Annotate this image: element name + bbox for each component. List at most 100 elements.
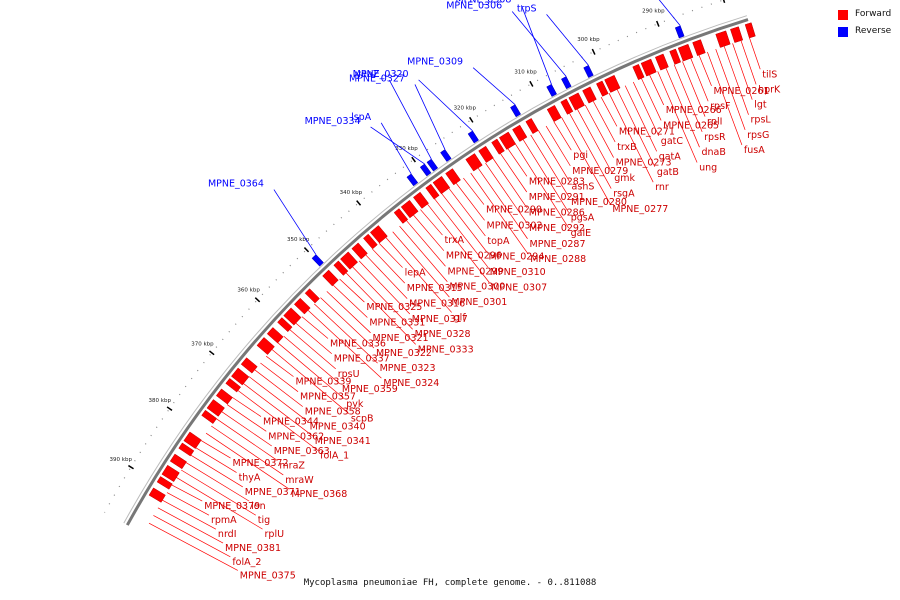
forward-gene-label: MPNE_0315 [407, 283, 463, 294]
forward-gene-block [560, 98, 574, 115]
reverse-label: Reverse [855, 26, 892, 36]
forward-gene-leader [271, 349, 350, 414]
forward-gene-label: rnr [655, 182, 669, 193]
tick-mark [303, 247, 310, 253]
reverse-gene-block [510, 104, 522, 118]
forward-gene-label: MPNE_0381 [225, 543, 281, 554]
forward-gene-label: tig [258, 515, 270, 526]
forward-gene-label: folA_2 [232, 557, 261, 568]
reverse-gene-label: yeaZ [356, 69, 380, 80]
forward-gene-label: fusA [744, 145, 765, 156]
reverse-gene-leader [388, 79, 432, 160]
forward-gene-leader [455, 182, 485, 221]
forward-gene-leader [166, 492, 210, 516]
forward-gene-block [206, 399, 225, 417]
forward-gene-leader [148, 522, 238, 571]
forward-gene-block [240, 357, 258, 374]
forward-gene-leader [608, 93, 654, 183]
forward-gene-leader [358, 260, 411, 315]
reverse-gene-block [311, 254, 324, 267]
forward-gene-label: MPNE_0328 [415, 329, 471, 340]
forward-gene-leader [538, 130, 570, 182]
forward-gene-label: MPNE_0337 [334, 354, 390, 365]
forward-gene-leader [477, 167, 528, 239]
reverse-gene-leader [380, 122, 412, 175]
forward-gene-label: MPNE_0368 [291, 489, 347, 500]
forward-gene-leader [326, 291, 371, 334]
forward-gene-leader [232, 397, 262, 417]
reverse-gene-leader [273, 189, 317, 255]
forward-gene-block [512, 124, 528, 142]
forward-gene-label: MPNE_0344 [263, 417, 319, 428]
forward-gene-label: MPNE_0280 [571, 197, 627, 208]
forward-gene-block [161, 464, 180, 483]
tick-mark [128, 464, 134, 470]
forward-gene-block [498, 131, 516, 150]
forward-gene-block [304, 288, 320, 304]
forward-gene-block [546, 104, 562, 122]
forward-gene-leader [307, 309, 382, 379]
reverse-gene-block [467, 130, 479, 144]
forward-gene-label: mraW [285, 475, 314, 486]
forward-gene-block [351, 242, 368, 260]
forward-gene-block [266, 327, 284, 344]
forward-gene-label: galE [571, 228, 592, 239]
forward-gene-leader [406, 220, 446, 267]
reverse-gene-label: MPNE_0334 [305, 116, 361, 127]
forward-gene-label: MPNE_0299 [447, 266, 503, 277]
forward-gene-block [322, 269, 339, 287]
forward-gene-leader [185, 462, 250, 502]
forward-gene-label: rsgA [613, 189, 635, 200]
forward-gene-leader [657, 71, 698, 163]
forward-gene-leader [352, 266, 413, 330]
forward-gene-leader [434, 198, 488, 268]
forward-gene-label: MPNE_0261 [714, 86, 770, 97]
forward-gene-leader [162, 499, 217, 530]
forward-gene-block [169, 453, 187, 470]
forward-gene-leader [195, 447, 237, 473]
reverse-gene-label: lspA [351, 112, 372, 123]
forward-gene-label: MPNE_0371 [245, 487, 301, 498]
forward-gene-leader [448, 188, 486, 237]
forward-gene-leader [181, 469, 256, 516]
forward-gene-leader [289, 329, 336, 370]
forward-gene-label: pgi [573, 150, 588, 161]
forward-gene-block [604, 74, 621, 93]
forward-label: Forward [855, 9, 892, 19]
tick-label: 370 kbp [191, 341, 214, 347]
tick-mark [411, 156, 416, 163]
forward-gene-leader [332, 284, 368, 318]
forward-gene-leader [413, 214, 445, 251]
forward-gene-leader [211, 425, 284, 476]
reverse-gene-block [561, 76, 572, 90]
reverse-gene-label: MPNE_0308 [455, 0, 511, 5]
forward-gene-leader [399, 225, 448, 282]
forward-gene-leader [427, 203, 490, 283]
reverse-gene-leader [511, 11, 567, 77]
forward-gene-label: MPNE_0379 [204, 501, 260, 512]
forward-gene-leader [561, 117, 611, 205]
forward-gene-block [445, 168, 461, 186]
reverse-gene-block [674, 25, 685, 39]
forward-gene-leader [641, 78, 662, 121]
forward-gene-leader [176, 477, 263, 530]
tick-mark [722, 0, 726, 4]
forward-gene-label: hprK [758, 84, 781, 95]
forward-gene-leader [682, 61, 706, 117]
reverse-gene-label: MPNE_0320 [353, 69, 409, 80]
reverse-gene-block [440, 149, 452, 162]
forward-gene-leader [665, 67, 700, 148]
forward-gene-leader [600, 96, 618, 127]
forward-gene-leader [365, 254, 408, 299]
tick-label: 330 kbp [395, 146, 418, 152]
forward-gene-block [654, 53, 669, 71]
reverse-gene-leader [521, 5, 552, 85]
tick-mark [591, 48, 596, 55]
forward-gene-leader [500, 153, 528, 193]
reverse-gene-block [406, 173, 419, 187]
backbone-ring-shadow [123, 15, 747, 524]
legend-reverse: Reverse [838, 26, 898, 38]
forward-gene-leader [616, 89, 656, 167]
tick-label: 380 kbp [149, 398, 172, 404]
tick-mark [469, 116, 474, 123]
